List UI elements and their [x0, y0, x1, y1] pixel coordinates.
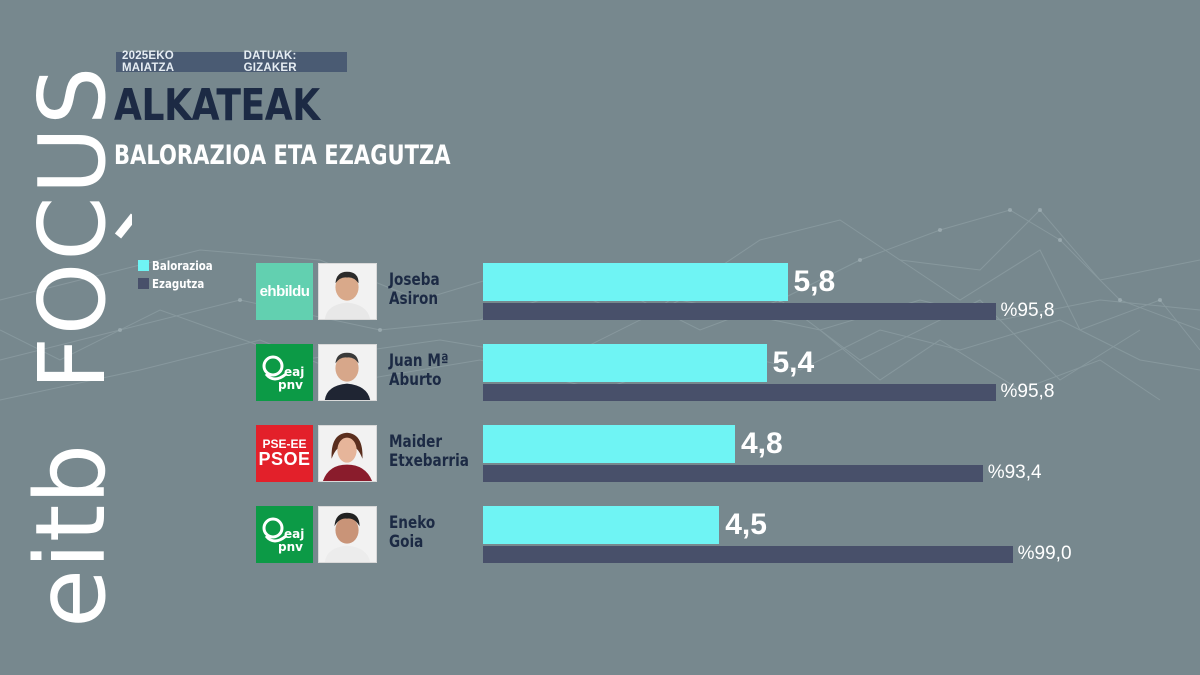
candidate-row: eaj pnv Eneko Goia 4,5 %99,0: [0, 506, 1200, 568]
rating-bar: [483, 506, 720, 544]
candidate-name: Eneko Goia: [389, 513, 436, 552]
source-label: DATUAK: GIZAKER: [243, 50, 297, 74]
legend-label-rating: Balorazioa: [152, 257, 213, 273]
party-label-top: PSE-EE: [262, 436, 307, 451]
brand-eitb-text: eitb: [22, 444, 127, 628]
avatar-icon: [319, 507, 376, 562]
magnifier-handle-icon: [114, 213, 132, 239]
eaj-pnv-logo: eaj pnv: [256, 344, 313, 401]
legend-swatch-knowledge: [138, 277, 149, 289]
svg-text:eaj: eaj: [284, 527, 304, 541]
party-label: ehbildu: [259, 283, 310, 300]
knowledge-value-label: %93,4: [987, 462, 1042, 483]
avatar-icon: [319, 426, 376, 481]
knowledge-bar: [483, 546, 1013, 563]
legend-label-knowledge: Ezagutza: [152, 275, 205, 291]
eaj-pnv-logo: eaj pnv: [256, 506, 313, 563]
date-label: 2025EKO MAIATZA: [122, 50, 175, 74]
knowledge-value-label: %99,0: [1017, 543, 1072, 564]
knowledge-bar: [483, 465, 983, 482]
candidate-name: Juan Mª Aburto: [389, 351, 449, 390]
svg-text:eaj: eaj: [284, 365, 304, 379]
legend-item-rating: Balorazioa: [138, 256, 226, 274]
rating-value-label: 4,5: [725, 508, 767, 541]
knowledge-value-label: %95,8: [1000, 381, 1055, 402]
party-label: PSOE: [258, 449, 311, 470]
knowledge-bar: [483, 384, 996, 401]
rating-value-label: 4,8: [741, 427, 783, 460]
legend-swatch-rating: [138, 259, 149, 271]
page-subtitle: BALORAZIOA ETA EZAGUTZA: [114, 140, 451, 171]
brand-focus-text: FOCUS: [22, 65, 126, 390]
avatar-icon: [319, 345, 376, 400]
rating-bar: [483, 344, 767, 382]
ehbildu-logo: ehbildu: [256, 263, 313, 320]
knowledge-value-label: %95,8: [1000, 300, 1055, 321]
chart-legend: Balorazioa Ezagutza: [138, 256, 226, 292]
candidate-row: eaj pnv Juan Mª Aburto 5,4 %95,8: [0, 344, 1200, 406]
rating-bar: [483, 425, 735, 463]
rating-value-label: 5,8: [793, 265, 836, 298]
eaj-pnv-icon: eaj pnv: [262, 355, 304, 392]
meta-bar: 2025EKO MAIATZA DATUAK: GIZAKER: [116, 50, 347, 74]
svg-text:pnv: pnv: [278, 378, 303, 392]
legend-item-knowledge: Ezagutza: [138, 274, 226, 292]
rating-bar: [483, 263, 788, 301]
candidate-portrait: [318, 263, 377, 320]
pse-ee-psoe-logo: PSE-EE PSOE: [256, 425, 313, 482]
candidate-portrait: [318, 344, 377, 401]
candidate-name: Joseba Asiron: [389, 270, 440, 309]
knowledge-bar: [483, 303, 996, 320]
svg-text:pnv: pnv: [278, 540, 303, 554]
page-title: ALKATEAK: [114, 80, 320, 131]
candidate-row: ehbildu Joseba Asiron 5,8 %95,8: [0, 263, 1200, 325]
candidate-portrait: [318, 506, 377, 563]
candidate-row: PSE-EE PSOE Maider Etxebarria 4,8 %93,4: [0, 425, 1200, 487]
eaj-pnv-icon: eaj pnv: [262, 517, 304, 554]
avatar-icon: [319, 264, 376, 319]
eitb-focus-logo: eitb FOCUS: [22, 65, 132, 628]
rating-value-label: 5,4: [772, 346, 815, 379]
candidate-name: Maider Etxebarria: [389, 432, 469, 471]
candidate-portrait: [318, 425, 377, 482]
